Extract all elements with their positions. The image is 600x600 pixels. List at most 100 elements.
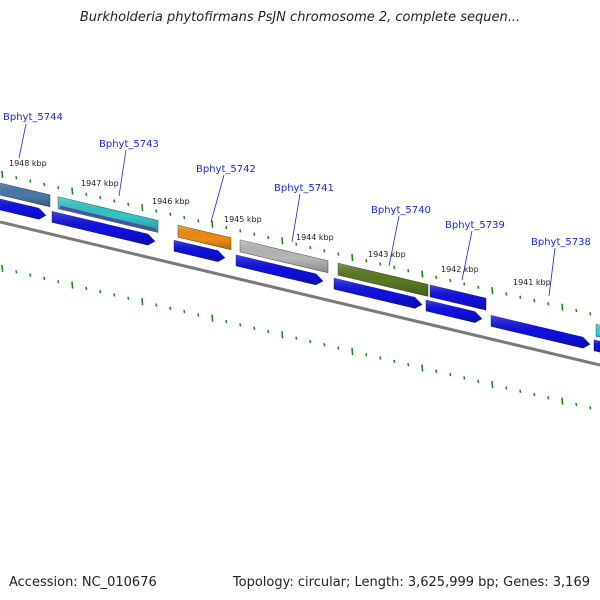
inner-scale-tick <box>155 303 158 307</box>
inner-scale-dots <box>1 264 592 410</box>
outer-scale-tick <box>239 229 242 233</box>
inner-scale-tick <box>561 397 564 405</box>
outer-scale-tick <box>197 219 200 223</box>
outer-scale-tick <box>449 278 452 283</box>
gene-leader-line <box>461 230 473 281</box>
gene-label[interactable]: Bphyt_5740 <box>371 205 431 216</box>
gene-leader-line <box>210 174 225 223</box>
outer-scale-tick <box>463 282 466 286</box>
cds-arrow-shade <box>52 211 155 246</box>
outer-scale-tick <box>547 302 550 306</box>
gene-label[interactable]: Bphyt_5742 <box>196 164 256 175</box>
accession-label: Accession: NC_010676 <box>9 575 157 590</box>
cds-arrow-shade <box>426 299 482 323</box>
gene-leader-line <box>548 247 556 297</box>
gene-label[interactable]: Bphyt_5743 <box>99 139 159 150</box>
outer-scale-tick <box>169 212 172 216</box>
gene-leader-line <box>291 193 301 243</box>
inner-scale-tick <box>253 326 256 330</box>
scale-label: 1945 kbp <box>224 215 262 224</box>
inner-scale-tick <box>323 343 326 347</box>
outer-scale-tick <box>267 235 270 240</box>
inner-scale-tick <box>519 389 522 393</box>
inner-scale-tick <box>29 273 32 277</box>
gene-leader-line <box>118 149 127 197</box>
outer-scale-tick <box>253 232 256 236</box>
outer-scale-tick <box>183 215 186 220</box>
outer-scale-dots <box>1 170 592 316</box>
outer-scale-tick <box>57 186 60 190</box>
inner-scale-tick <box>463 376 466 380</box>
outer-scale-tick <box>337 252 340 256</box>
inner-scale-tick <box>99 290 102 294</box>
inner-scale-tick <box>449 372 452 377</box>
gene-leader-line <box>388 215 400 267</box>
inner-scale-tick <box>1 264 4 273</box>
inner-scale-tick <box>197 313 200 317</box>
inner-scale-tick <box>477 379 480 383</box>
outer-scale-tick <box>323 249 326 253</box>
gene-label[interactable]: Bphyt_5741 <box>274 183 334 194</box>
cds-arrow-shade <box>174 240 225 262</box>
scale-label: 1947 kbp <box>81 179 119 188</box>
outer-scale-tick <box>85 192 88 197</box>
gene-label[interactable]: Bphyt_5744 <box>3 112 63 123</box>
outer-scale-tick <box>225 225 228 230</box>
outer-scale-tick <box>421 270 424 278</box>
inner-scale-tick <box>407 363 410 367</box>
outer-scale-tick <box>407 269 410 273</box>
cds-arrow-shade <box>594 339 600 353</box>
inner-scale-tick <box>575 402 578 407</box>
outer-scale-tick <box>561 303 564 311</box>
backbone-line <box>0 220 600 367</box>
map-title: Burkholderia phytofirmans PsJN chromosom… <box>79 10 521 25</box>
outer-scale-tick <box>435 275 438 279</box>
inner-scale-tick <box>113 293 116 297</box>
outer-scale-tick <box>71 187 74 195</box>
inner-scale-tick <box>71 281 74 289</box>
outer-scale-tick <box>155 209 158 213</box>
outer-scale-tick <box>281 237 284 245</box>
outer-scale-tick <box>29 179 32 183</box>
inner-scale-tick <box>225 319 228 324</box>
gene-block-shade <box>596 324 600 338</box>
outer-scale-tick <box>295 242 298 246</box>
inner-scale-tick <box>505 386 508 390</box>
cds-arrow-shade <box>334 278 422 309</box>
outer-scale-tick <box>477 285 480 289</box>
inner-scale-tick <box>589 406 592 410</box>
outer-scale-tick <box>141 204 144 212</box>
outer-scale-tick <box>127 202 130 206</box>
scale-label: 1941 kbp <box>513 278 551 287</box>
scale-labels: 1948 kbp 1947 kbp 1946 kbp 1945 kbp 1944 kbp… <box>9 159 551 287</box>
gene-block-shade <box>178 225 231 250</box>
outer-scale-tick <box>113 199 116 203</box>
outer-scale-tick <box>379 262 382 266</box>
outer-scale-tick <box>309 245 312 250</box>
outer-scale-tick <box>519 295 522 299</box>
inner-scale-tick <box>533 392 536 397</box>
gene-label[interactable]: Bphyt_5739 <box>445 220 505 231</box>
inner-scale-tick <box>267 329 270 334</box>
inner-scale-tick <box>141 298 144 306</box>
outer-scale-tick <box>575 308 578 313</box>
gene-block-shade <box>240 239 328 273</box>
inner-scale-tick <box>421 364 424 372</box>
gene-block-stripe <box>59 205 157 232</box>
gene-label[interactable]: Bphyt_5738 <box>531 237 591 248</box>
inner-scale-tick <box>351 347 354 355</box>
scale-label: 1948 kbp <box>9 159 47 168</box>
outer-scale-tick <box>99 196 102 200</box>
cds-track <box>0 198 600 353</box>
scale-label: 1942 kbp <box>441 265 479 274</box>
gene-leader-line <box>18 123 27 159</box>
inner-scale-tick <box>239 323 242 327</box>
scale-label: 1944 kbp <box>296 233 334 242</box>
inner-scale-tick <box>393 359 396 364</box>
inner-scale-tick <box>435 369 438 373</box>
inner-scale-tick <box>127 296 130 300</box>
inner-scale-tick <box>379 356 382 360</box>
outer-scale-tick <box>15 176 18 180</box>
outer-scale-tick <box>533 298 536 303</box>
